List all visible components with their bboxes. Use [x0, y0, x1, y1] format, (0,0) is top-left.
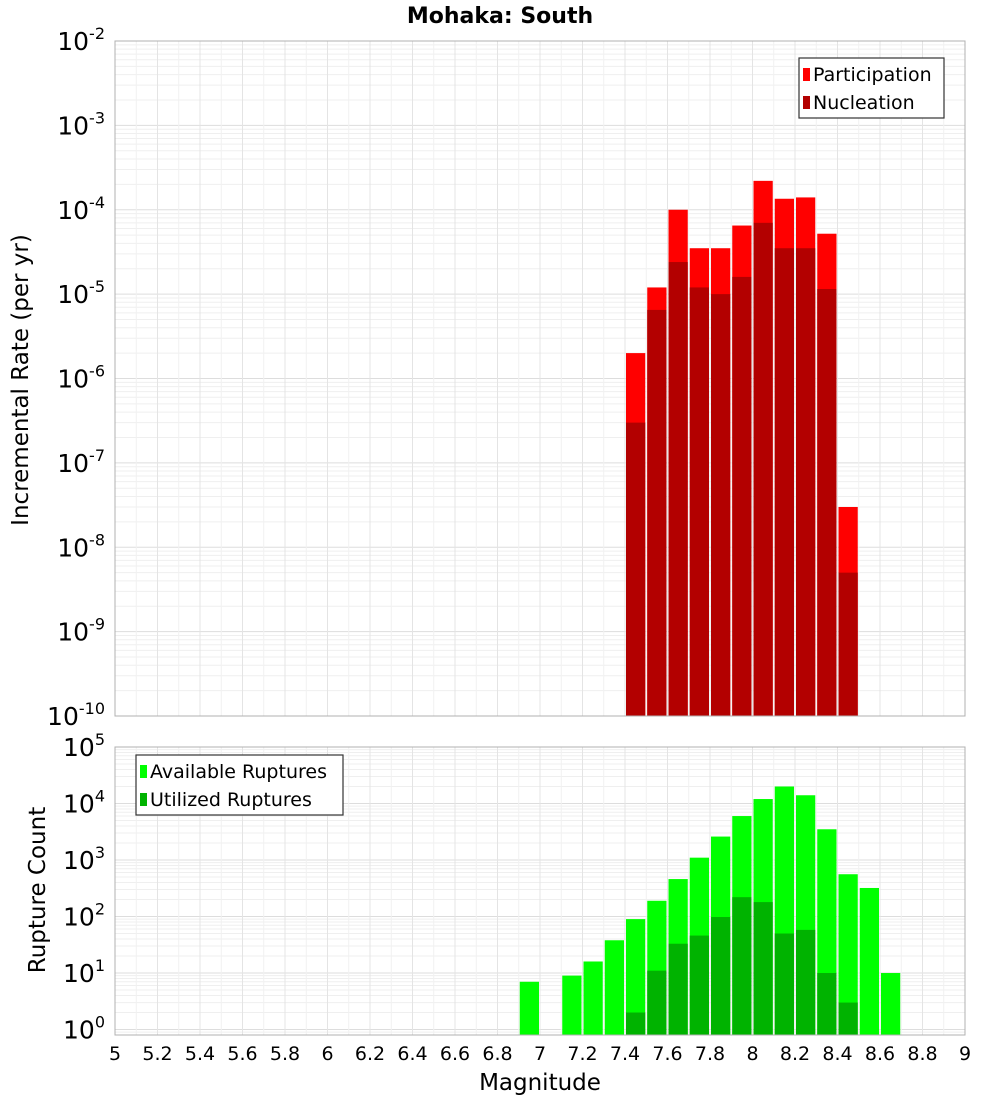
bar: [562, 975, 582, 1035]
x-tick-label: 6.4: [397, 1043, 427, 1065]
plot-frame-0: [114, 40, 966, 717]
bar: [774, 248, 794, 717]
bar: [626, 422, 646, 716]
bar: [838, 874, 858, 1035]
legend-swatch: [803, 68, 810, 81]
y-tick-label: 10-2: [57, 24, 105, 56]
y-tick-label: 10-8: [57, 530, 105, 562]
x-tick-label: 5: [109, 1043, 121, 1065]
y-tick-label: 10-9: [57, 615, 105, 647]
x-tick-label: 5.2: [142, 1043, 172, 1065]
x-tick-label: 6: [321, 1043, 333, 1065]
legend-swatch: [140, 765, 147, 778]
legend-1: Available Ruptures Utilized Ruptures: [135, 754, 344, 816]
bar: [838, 1002, 858, 1035]
bar: [668, 262, 688, 716]
bar: [753, 222, 773, 716]
y-tick-label: 100: [63, 1013, 105, 1045]
x-tick-label: 5.6: [227, 1043, 257, 1065]
x-tick-label: 6.8: [482, 1043, 512, 1065]
bar: [711, 917, 731, 1035]
bar: [689, 935, 709, 1035]
x-tick-label: 8.2: [780, 1043, 810, 1065]
x-tick-label: 8.4: [822, 1043, 852, 1065]
bar: [817, 289, 837, 716]
bar: [647, 309, 667, 716]
legend-label: Available Ruptures: [150, 761, 327, 783]
y-tick-label: 103: [63, 843, 105, 875]
bar: [732, 276, 752, 716]
y-tick-label: 10-4: [57, 193, 105, 225]
series-0-1: [626, 222, 858, 717]
y-tick-label: 10-5: [57, 277, 105, 309]
legend-label: Utilized Ruptures: [150, 789, 312, 811]
x-tick-label: 7.8: [695, 1043, 725, 1065]
bar: [732, 897, 752, 1035]
bar: [647, 970, 667, 1035]
bar: [796, 929, 816, 1035]
bar: [626, 1012, 646, 1035]
plot-frame-1: [114, 746, 966, 1036]
bar: [881, 973, 901, 1035]
bar: [817, 973, 837, 1035]
x-axis-label: Magnitude: [479, 1070, 601, 1096]
top-y-axis-label: Incremental Rate (per yr): [8, 234, 34, 526]
y-tick-label: 101: [63, 956, 105, 988]
bar: [838, 572, 858, 716]
legend-swatch: [140, 793, 147, 806]
bar: [668, 943, 688, 1035]
x-tick-label: 6.2: [355, 1043, 385, 1065]
legend-box: [798, 57, 945, 119]
bar: [859, 887, 879, 1035]
legend-label: Nucleation: [813, 92, 915, 114]
x-tick-label: 7.4: [610, 1043, 640, 1065]
bottom-y-axis-label: Rupture Count: [25, 807, 51, 973]
y-tick-label: 10-7: [57, 446, 105, 478]
y-tick-label: 10-3: [57, 108, 105, 140]
x-tick-label: 9: [959, 1043, 971, 1065]
x-tick-label: 7: [534, 1043, 546, 1065]
bar: [519, 981, 539, 1035]
chart-title: Mohaka: South: [407, 4, 593, 29]
bar: [604, 940, 624, 1035]
x-tick-label: 7.6: [652, 1043, 682, 1065]
series-1-1: [626, 897, 858, 1035]
x-tick-label: 8.8: [907, 1043, 937, 1065]
bar: [583, 961, 603, 1035]
bar: [711, 294, 731, 716]
y-tick-label: 104: [63, 787, 105, 819]
bar: [753, 902, 773, 1035]
x-tick-label: 8.6: [865, 1043, 895, 1065]
legend-0: Participation Nucleation: [798, 57, 945, 119]
y-tick-label: 105: [63, 730, 105, 762]
legend-label: Participation: [813, 64, 932, 86]
legend-swatch: [803, 96, 810, 109]
x-tick-label: 8: [746, 1043, 758, 1065]
y-tick-label: 10-6: [57, 362, 105, 394]
y-tick-label: 10-10: [47, 699, 105, 731]
x-tick-label: 6.6: [440, 1043, 470, 1065]
bar: [626, 919, 646, 1035]
x-tick-label: 5.8: [270, 1043, 300, 1065]
x-tick-label: 7.2: [567, 1043, 597, 1065]
x-tick-label: 5.4: [185, 1043, 215, 1065]
y-tick-label: 102: [63, 900, 105, 932]
bar: [689, 287, 709, 716]
bar: [796, 248, 816, 717]
bar: [774, 933, 794, 1035]
grid-0: [114, 40, 966, 717]
legend-box: [135, 754, 344, 816]
